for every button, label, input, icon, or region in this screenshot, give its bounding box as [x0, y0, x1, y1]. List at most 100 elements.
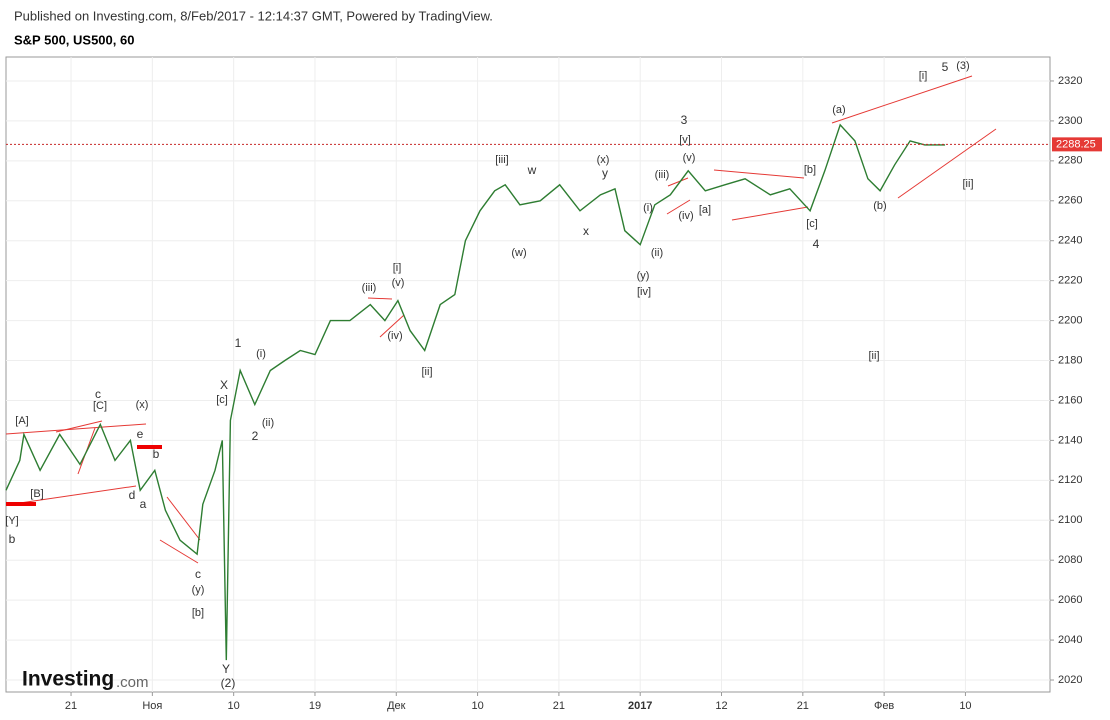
wave-label: a: [140, 497, 147, 511]
wave-label: [v]: [679, 134, 691, 146]
wave-label: [a]: [699, 204, 711, 216]
wave-label: [iv]: [637, 286, 651, 298]
wave-label: (a): [832, 104, 845, 116]
y-tick-label: 2300: [1058, 115, 1082, 127]
wave-label: 3: [681, 113, 688, 127]
trend-line: [667, 177, 689, 187]
wave-label: (3): [956, 60, 969, 72]
wave-label: [ii]: [422, 366, 433, 378]
wave-label: b: [153, 447, 160, 461]
logo-suffix: .com: [116, 674, 149, 691]
wave-label: [A]: [15, 415, 28, 427]
last-price-box: [1052, 137, 1102, 152]
wave-label: [iii]: [495, 154, 508, 166]
x-tick-label: 10: [471, 700, 483, 712]
wave-label: b: [9, 532, 16, 546]
logo: Investing: [22, 668, 114, 691]
trend-line: [367, 297, 393, 300]
wave-label: (iii): [655, 169, 670, 181]
wave-label: (iv): [387, 330, 402, 342]
trend-line: [55, 420, 103, 433]
wave-label: [b]: [804, 164, 816, 176]
trend-line: [5, 423, 147, 435]
y-tick-label: 2020: [1058, 674, 1082, 686]
y-tick-label: 2220: [1058, 275, 1082, 287]
symbol-title: S&P 500, US500, 60: [14, 32, 134, 47]
wave-label: x: [583, 224, 589, 238]
y-tick-label: 2140: [1058, 434, 1082, 446]
y-tick-label: 2240: [1058, 235, 1082, 247]
wave-label: [ii]: [963, 178, 974, 190]
y-tick-label: 2280: [1058, 155, 1082, 167]
wave-label: 4: [813, 237, 820, 251]
y-tick-label: 2100: [1058, 514, 1082, 526]
wave-label: 5: [942, 60, 949, 74]
y-tick-label: 2120: [1058, 474, 1082, 486]
x-tick-label: 19: [309, 700, 321, 712]
wave-label: w: [527, 163, 537, 177]
wave-label: [c]: [216, 394, 228, 406]
x-tick-label: 21: [65, 700, 77, 712]
wave-label: (i): [256, 348, 266, 360]
wave-label: (iv): [678, 210, 693, 222]
wave-label: (w): [511, 247, 526, 259]
x-tick-label: Дек: [387, 700, 406, 712]
wave-label: (v): [392, 277, 405, 289]
x-tick-label: 21: [797, 700, 809, 712]
trend-line: [159, 539, 199, 564]
trend-line: [731, 206, 809, 221]
plot-frame: [5, 56, 1051, 693]
y-tick-label: 2060: [1058, 594, 1082, 606]
y-tick-label: 2320: [1058, 75, 1082, 87]
wave-label: X: [220, 378, 228, 392]
wave-label: (iii): [362, 282, 377, 294]
wave-label: [i]: [919, 70, 928, 82]
x-tick-label: 12: [715, 700, 727, 712]
trend-line: [897, 128, 997, 199]
y-tick-label: 2080: [1058, 554, 1082, 566]
wave-label: Y: [222, 662, 230, 676]
wave-label: [ii]: [869, 350, 880, 362]
wave-label: (b): [873, 200, 886, 212]
trend-line: [19, 485, 137, 504]
wave-label: (i): [643, 202, 653, 214]
wave-label: [C]: [93, 400, 107, 412]
wave-label: c: [195, 567, 201, 581]
y-tick-label: 2180: [1058, 354, 1082, 366]
wave-label: (2): [221, 676, 236, 690]
wave-label: (ii): [651, 247, 663, 259]
wave-label: (ii): [262, 417, 274, 429]
trend-line: [713, 169, 805, 179]
wave-label: [Y]: [5, 515, 18, 527]
published-note: Published on Investing.com, 8/Feb/2017 -…: [14, 8, 493, 23]
x-tick-label: 10: [959, 700, 971, 712]
x-tick-label: 10: [228, 700, 240, 712]
last-price-label: 2288.25: [1056, 138, 1096, 150]
y-tick-label: 2260: [1058, 195, 1082, 207]
price-line: [5, 123, 946, 661]
wave-label: (x): [597, 154, 610, 166]
x-tick-label: 2017: [628, 700, 652, 712]
trend-line: [831, 75, 973, 124]
trend-line: [379, 314, 405, 338]
y-tick-label: 2160: [1058, 394, 1082, 406]
wave-label: (y): [192, 584, 205, 596]
trend-line: [166, 496, 201, 541]
wave-label: (y): [637, 270, 650, 282]
wave-label: 2: [252, 429, 259, 443]
wave-label: c: [95, 387, 101, 401]
wave-label: [c]: [806, 218, 818, 230]
y-tick-label: 2040: [1058, 634, 1082, 646]
x-tick-label: Фев: [874, 700, 894, 712]
x-tick-label: Ноя: [142, 700, 162, 712]
wave-label: (x): [136, 399, 149, 411]
wave-label: 1: [235, 336, 242, 350]
wave-label: (v): [683, 152, 696, 164]
wave-label: [b]: [192, 607, 204, 619]
y-tick-label: 2200: [1058, 314, 1082, 326]
trend-line: [666, 199, 691, 215]
wave-label: [i]: [393, 262, 402, 274]
wave-label: d: [129, 488, 136, 502]
wave-label: e: [137, 427, 144, 441]
